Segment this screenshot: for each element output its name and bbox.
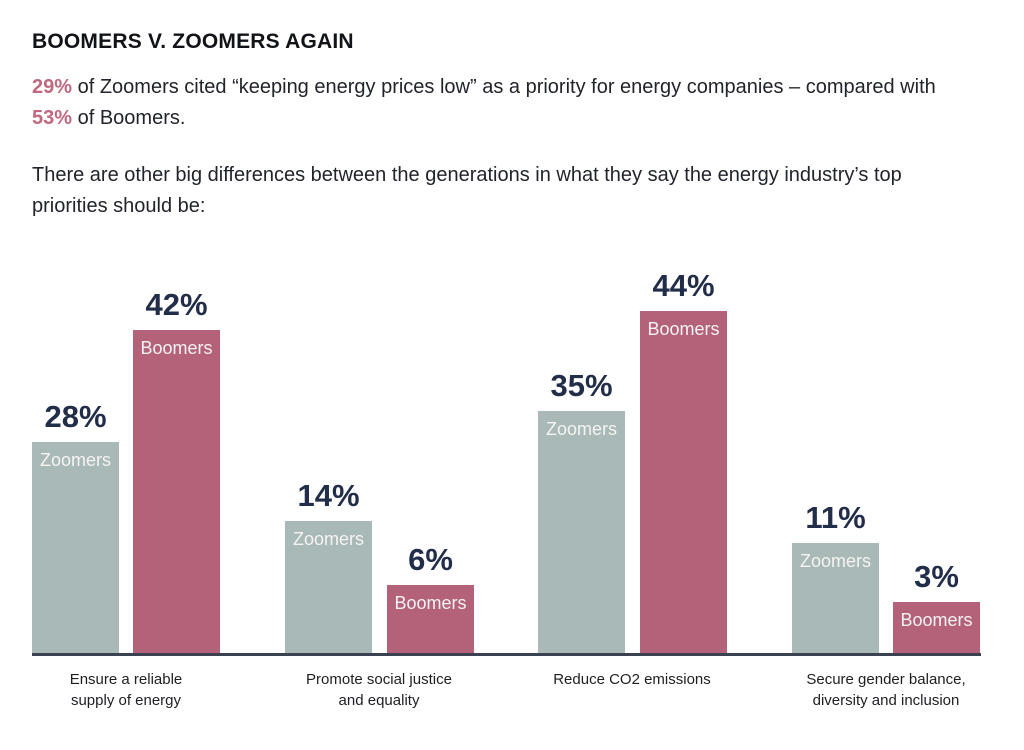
- bar-series-label: Boomers: [647, 319, 720, 339]
- value-label-zoomers-co2: 35%: [550, 368, 613, 403]
- category-line: supply of energy: [70, 692, 182, 709]
- bar-series-label: Zoomers: [799, 551, 871, 571]
- category-label-reliable-supply: Ensure a reliable supply of energy: [6, 669, 246, 711]
- value-label-zoomers-social-justice: 14%: [297, 478, 360, 513]
- value-label-boomers-co2: 44%: [652, 268, 715, 303]
- category-label-social-justice: Promote social justice and equality: [259, 669, 499, 711]
- bar-series-label: Zoomers: [545, 419, 617, 439]
- category-line: Reduce CO2 emissions: [553, 671, 711, 688]
- category-line: and equality: [338, 692, 420, 709]
- bar-series-label: Boomers: [900, 610, 973, 630]
- category-line: Promote social justice: [306, 671, 452, 688]
- bar-zoomers-social-justice: Zoomers: [285, 521, 372, 654]
- bar-series-label: Boomers: [140, 338, 213, 358]
- bar-series-label: Zoomers: [39, 450, 111, 470]
- bar-boomers-co2: Boomers: [640, 311, 727, 654]
- intro-text-2: of Boomers.: [72, 107, 186, 129]
- value-label-boomers-reliable-supply: 42%: [145, 287, 208, 322]
- category-line: Ensure a reliable: [69, 671, 183, 688]
- bar-zoomers-reliable-supply: Zoomers: [32, 442, 119, 654]
- value-label-boomers-gender-balance: 3%: [914, 559, 959, 594]
- bar-boomers-reliable-supply: Boomers: [133, 330, 220, 654]
- bar-series-label: Zoomers: [292, 529, 364, 549]
- bar-zoomers-gender-balance: Zoomers: [792, 543, 879, 654]
- value-label-zoomers-reliable-supply: 28%: [44, 399, 107, 434]
- stat-zoomers-pct: 29%: [32, 76, 73, 98]
- stat-boomers-pct: 53%: [32, 107, 73, 129]
- bar-zoomers-co2: Zoomers: [538, 411, 625, 654]
- subtext-paragraph: There are other big differences between …: [32, 164, 902, 217]
- page-title: BOOMERS V. ZOOMERS AGAIN: [32, 30, 354, 53]
- bar-series-label: Boomers: [394, 593, 467, 613]
- category-line: diversity and inclusion: [812, 692, 960, 709]
- category-label-gender-balance: Secure gender balance, diversity and inc…: [766, 669, 1006, 711]
- category-line: Secure gender balance,: [806, 671, 966, 688]
- intro-paragraph: 29% of Zoomers cited “keeping energy pri…: [32, 72, 964, 134]
- value-label-zoomers-gender-balance: 11%: [805, 500, 866, 535]
- bar-boomers-gender-balance: Boomers: [893, 602, 980, 654]
- x-axis-baseline: [32, 653, 981, 656]
- category-label-co2: Reduce CO2 emissions: [512, 669, 752, 690]
- intro-text-1: of Zoomers cited “keeping energy prices …: [72, 76, 936, 98]
- bar-boomers-social-justice: Boomers: [387, 585, 474, 654]
- value-label-boomers-social-justice: 6%: [408, 542, 453, 577]
